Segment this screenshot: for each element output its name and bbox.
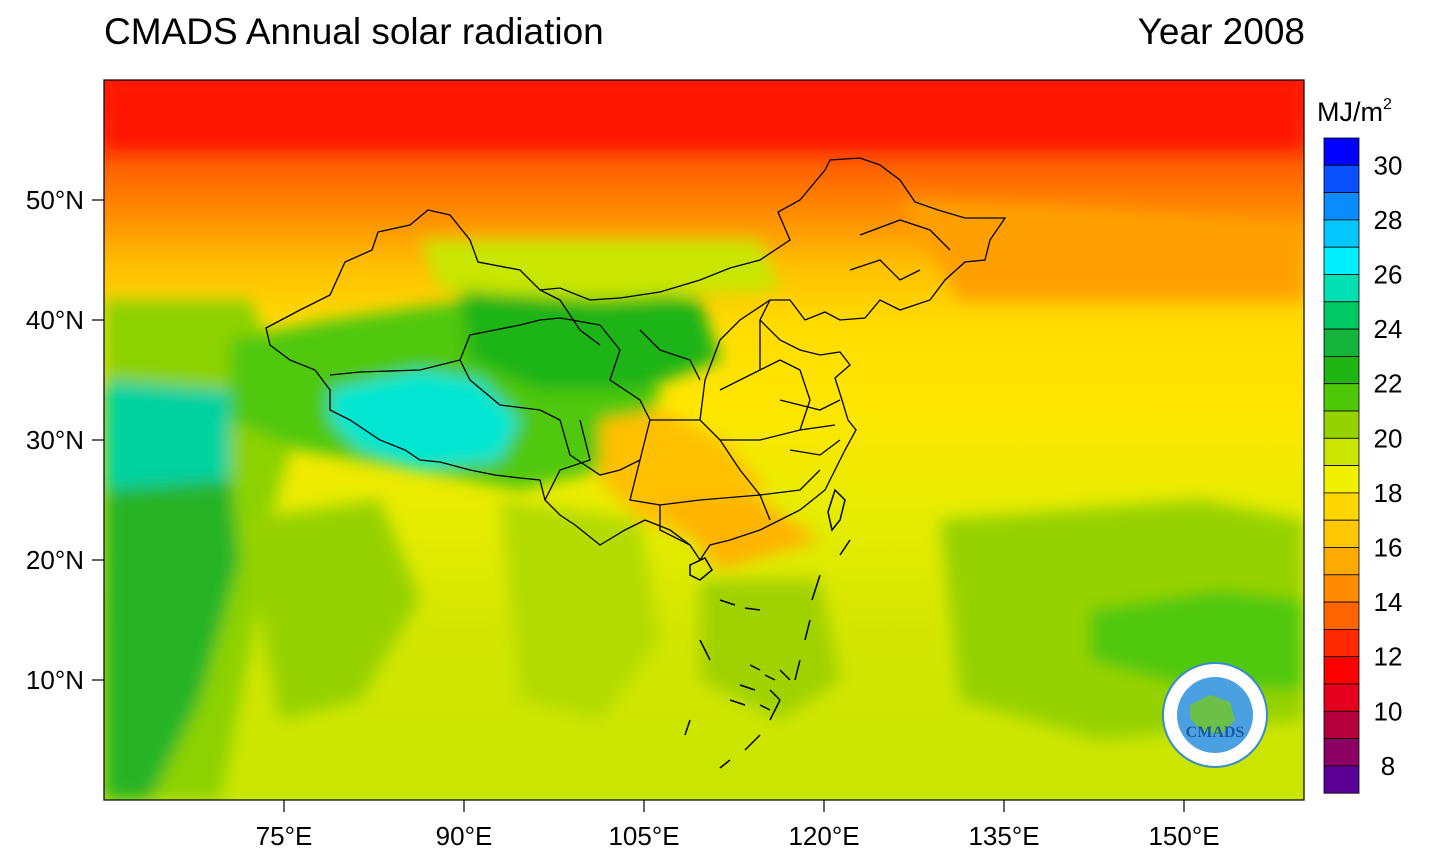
colorbar-label: 26: [1374, 260, 1403, 290]
colorbar-label: 28: [1374, 205, 1403, 235]
lon-ticks: [283, 800, 1185, 812]
china-boundaries: [265, 157, 1007, 562]
colorbar-swatch: [1323, 192, 1360, 221]
colorbar-swatch: [1323, 465, 1360, 494]
colorbar-label: 18: [1374, 478, 1403, 508]
map-title: CMADS Annual solar radiation: [104, 11, 604, 52]
colorbar-swatch: [1323, 383, 1360, 412]
colorbar-swatch: [1323, 710, 1360, 739]
colorbar-swatch: [1323, 629, 1360, 658]
colorbar-swatch: [1323, 601, 1360, 630]
colorbar-swatch: [1323, 765, 1360, 794]
colorbar-label: 16: [1374, 533, 1403, 563]
colorbar-swatch: [1323, 656, 1360, 685]
colorbar-swatch: [1323, 274, 1360, 303]
colorbar-label: 14: [1374, 587, 1403, 617]
lon-label-120e: 120°E: [788, 821, 859, 851]
lat-ticks: [92, 199, 104, 681]
cmads-logo: CMADS: [1162, 662, 1268, 768]
colorbar-label: 30: [1374, 150, 1403, 180]
lat-label-40n: 40°N: [26, 305, 84, 335]
colorbar-swatch: [1323, 547, 1360, 576]
colorbar-label: 10: [1374, 696, 1403, 726]
colorbar-label: 12: [1374, 642, 1403, 672]
colorbar-unit: MJ/m2: [1317, 96, 1392, 128]
lon-label-150e: 150°E: [1148, 821, 1219, 851]
colorbar: 30 28 26 24 22 20 18 16 14 12 10 8: [1323, 137, 1403, 794]
colorbar-label: 24: [1374, 314, 1403, 344]
lat-label-10n: 10°N: [26, 665, 84, 695]
colorbar-swatch: [1323, 683, 1360, 712]
lon-label-135e: 135°E: [968, 821, 1039, 851]
lat-label-30n: 30°N: [26, 425, 84, 455]
colorbar-unit-text: MJ/m: [1317, 97, 1383, 127]
colorbar-swatch: [1323, 355, 1360, 385]
colorbar-swatch: [1323, 574, 1360, 603]
year-label: Year 2008: [1137, 11, 1305, 52]
colorbar-label: 8: [1381, 751, 1395, 781]
colorbar-swatch: [1323, 492, 1360, 521]
colorbar-label: 22: [1374, 369, 1403, 399]
colorbar-swatch: [1323, 301, 1360, 330]
colorbar-swatch: [1323, 137, 1360, 166]
logo-text: CMADS: [1186, 724, 1245, 741]
colorbar-unit-sup: 2: [1382, 96, 1392, 113]
islands: [684, 488, 851, 769]
lon-label-75e: 75°E: [256, 821, 313, 851]
colorbar-swatch: [1323, 164, 1360, 194]
lat-label-20n: 20°N: [26, 545, 84, 575]
colorbar-swatch: [1323, 219, 1360, 248]
lat-label-50n: 50°N: [26, 185, 84, 215]
colorbar-swatch: [1323, 246, 1360, 275]
colorbar-label: 20: [1374, 423, 1403, 453]
radiation-field: [104, 80, 1304, 800]
colorbar-swatch: [1323, 519, 1360, 548]
colorbar-swatch: [1323, 437, 1360, 466]
colorbar-swatch: [1323, 328, 1360, 357]
lon-label-105e: 105°E: [608, 821, 679, 851]
colorbar-swatch: [1323, 738, 1360, 767]
lon-label-90e: 90°E: [436, 821, 493, 851]
colorbar-swatch: [1323, 410, 1360, 439]
